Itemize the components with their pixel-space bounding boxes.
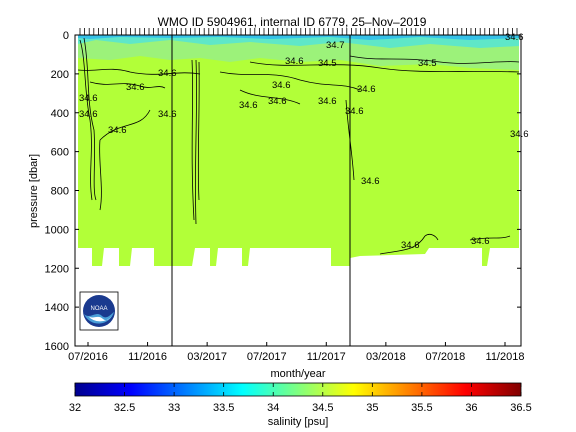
- y-tick-label: 1400: [45, 302, 69, 314]
- y-tick-label: 600: [51, 147, 69, 159]
- colorbar-tick-label: 34.5: [312, 402, 333, 414]
- y-tick-label: 0: [63, 30, 69, 42]
- profile-ticks: [79, 28, 518, 35]
- plot-area: 34.6 34.6 34.6 34.6 34.6 34.6 34.6 34.6 34.6 34.6…: [74, 28, 529, 347]
- y-tick-label: 400: [51, 108, 69, 120]
- contour-label: 34.5: [418, 58, 437, 69]
- colorbar-tick-label: 34: [267, 402, 279, 414]
- colorbar-tick-label: 33: [168, 402, 180, 414]
- y-tick-label: 1200: [45, 263, 69, 275]
- x-tick-label: 07/2017: [247, 351, 287, 363]
- contour-label: 34.6: [108, 125, 127, 136]
- contour-label: 34.7: [326, 40, 345, 51]
- contour-label: 34.5: [318, 58, 337, 69]
- x-tick-label: 07/2016: [68, 351, 108, 363]
- colorbar: [74, 382, 522, 397]
- noaa-logo: NOAA: [79, 291, 119, 331]
- contour-label: 34.6: [158, 68, 177, 79]
- noaa-logo-text: NOAA: [90, 306, 107, 312]
- colorbar-tick-label: 32.5: [114, 402, 135, 414]
- contour-labels: 34.6 34.6 34.6 34.6 34.6 34.6 34.6 34.6 34.6 34.6…: [79, 32, 529, 251]
- x-tick-label: 03/2018: [366, 351, 406, 363]
- x-tick-label: 07/2018: [426, 351, 466, 363]
- contour-label: 34.6: [471, 236, 490, 247]
- colorbar-tick-label: 35.5: [411, 402, 432, 414]
- x-axis-label: month/year: [270, 368, 325, 380]
- y-tick-label: 1000: [45, 224, 69, 236]
- colorbar-tick-label: 32: [69, 402, 81, 414]
- y-tick-label: 200: [51, 69, 69, 81]
- colorbar-tick-label: 33.5: [213, 402, 234, 414]
- salinity-field: [78, 35, 519, 266]
- chart-title: WMO ID 5904961, internal ID 6779, 25–Nov…: [158, 15, 427, 29]
- contour-label: 34.6: [510, 129, 529, 140]
- colorbar-tick-label: 36.5: [510, 402, 531, 414]
- contour-label: 34.6: [268, 96, 287, 107]
- contour-label: 34.6: [505, 32, 524, 43]
- colorbar-tick-label: 36: [465, 402, 477, 414]
- x-tick-label: 11/2016: [128, 351, 167, 363]
- contour-label: 34.6: [272, 80, 291, 91]
- contour-label: 34.6: [401, 240, 420, 251]
- x-tick-label: 11/2017: [307, 351, 346, 363]
- y-axis: 0 200 400 600 800 1000 1200 1400 1600: [45, 30, 521, 353]
- contour-label: 34.6: [126, 82, 145, 93]
- contour-label: 34.6: [285, 56, 304, 67]
- x-axis: 07/2016 11/2016 03/2017 07/2017 11/2017 03/20…: [68, 342, 524, 363]
- contour-label: 34.6: [79, 93, 98, 104]
- contour-label: 34.6: [357, 84, 376, 95]
- y-tick-label: 1600: [45, 341, 69, 353]
- contour-label: 34.6: [158, 109, 177, 120]
- contour-label: 34.6: [239, 100, 258, 111]
- colorbar-tick-label: 35: [366, 402, 378, 414]
- contour-lines: [77, 37, 520, 255]
- contour-label: 34.6: [318, 96, 337, 107]
- surface-layer-cyan: [78, 35, 519, 48]
- contour-label: 34.6: [345, 106, 364, 117]
- x-tick-label: 03/2017: [187, 351, 227, 363]
- colorbar-ticks: 32 32.5 33 33.5 34 34.5 35 35.5 36 36.5: [69, 383, 532, 414]
- x-tick-label: 11/2018: [486, 351, 525, 363]
- surface-layer-blue: [78, 35, 519, 40]
- y-tick-label: 800: [51, 186, 69, 198]
- contour-label: 34.6: [361, 176, 380, 187]
- y-axis-label: pressure [dbar]: [28, 154, 40, 228]
- colorbar-label: salinity [psu]: [268, 416, 329, 428]
- contour-label: 34.6: [79, 109, 98, 120]
